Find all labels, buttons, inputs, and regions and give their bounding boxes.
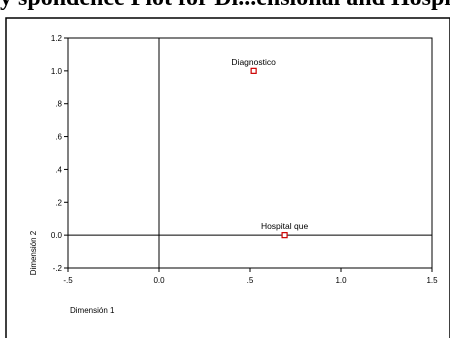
x-tick-label: 1.5 xyxy=(426,276,438,285)
outer-frame xyxy=(5,17,450,341)
x-axis-label: Dimensión 1 xyxy=(70,306,115,315)
y-tick-label: 1.0 xyxy=(51,67,63,76)
data-point xyxy=(250,67,257,74)
data-point-label: Hospital que xyxy=(261,221,309,231)
x-tick-label: .5 xyxy=(247,276,254,285)
data-point-label: Diagnostico xyxy=(231,57,276,67)
y-tick-label: 1.2 xyxy=(51,34,63,43)
y-tick-label: .8 xyxy=(55,100,62,109)
x-tick-label: 1.0 xyxy=(335,276,347,285)
data-point xyxy=(281,232,288,239)
page-header-fragment: y spondence Plot for Di...ensional and H… xyxy=(0,0,450,11)
y-tick-label: 0.0 xyxy=(51,231,63,240)
x-tick-label: 0.0 xyxy=(153,276,165,285)
x-tick-label: -.5 xyxy=(63,276,73,285)
y-tick-label: -.2 xyxy=(53,264,63,273)
y-tick-label: .4 xyxy=(55,165,62,174)
y-axis-label: Dimensión 2 xyxy=(29,230,38,275)
plot-area-border xyxy=(67,37,433,269)
y-tick-label: .6 xyxy=(55,133,62,142)
y-tick-label: .2 xyxy=(55,198,62,207)
